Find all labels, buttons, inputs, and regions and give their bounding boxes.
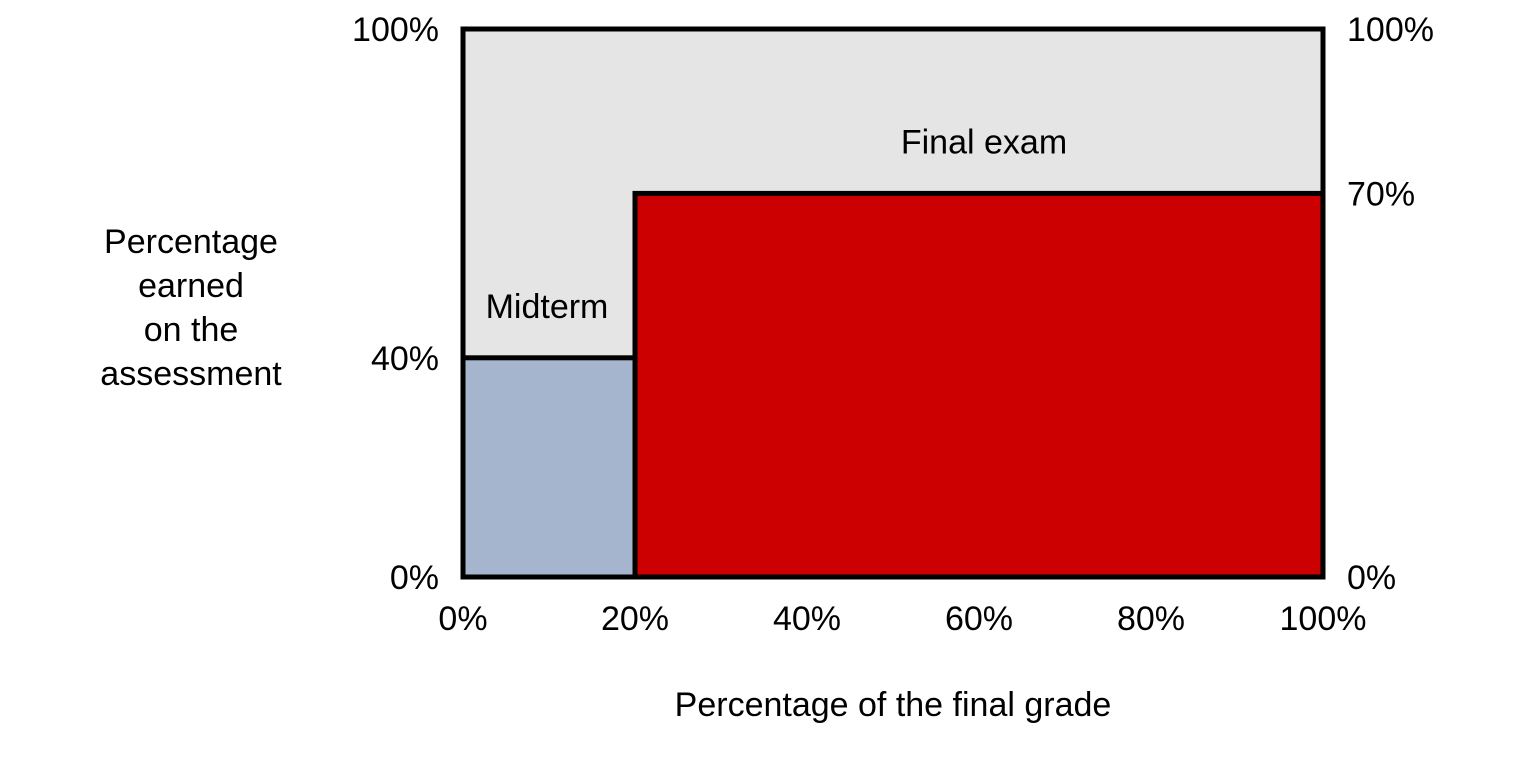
x-tick-label: 0% xyxy=(438,600,487,638)
segment-label-final-exam: Final exam xyxy=(901,123,1067,161)
x-tick-label: 60% xyxy=(945,600,1013,638)
segment-label-midterm: Midterm xyxy=(486,288,609,326)
x-tick-label: 20% xyxy=(601,600,669,638)
y-axis-title: Percentage earned on the assessment xyxy=(100,223,282,393)
x-tick-label: 100% xyxy=(1280,600,1367,638)
right-axis-label: 70% xyxy=(1347,175,1415,213)
left-axis-label: 100% xyxy=(352,11,439,49)
left-axis-label: 0% xyxy=(390,559,439,597)
segment-bar-final-exam xyxy=(632,190,1326,580)
left-axis-label: 40% xyxy=(371,340,439,378)
plot-border xyxy=(460,26,1326,580)
x-axis-title: Percentage of the final grade xyxy=(675,686,1112,724)
x-tick-label: 40% xyxy=(773,600,841,638)
segment-bar-midterm xyxy=(460,355,638,580)
right-axis-label: 100% xyxy=(1347,11,1434,49)
right-axis-label: 0% xyxy=(1347,559,1396,597)
x-tick-label: 80% xyxy=(1117,600,1185,638)
